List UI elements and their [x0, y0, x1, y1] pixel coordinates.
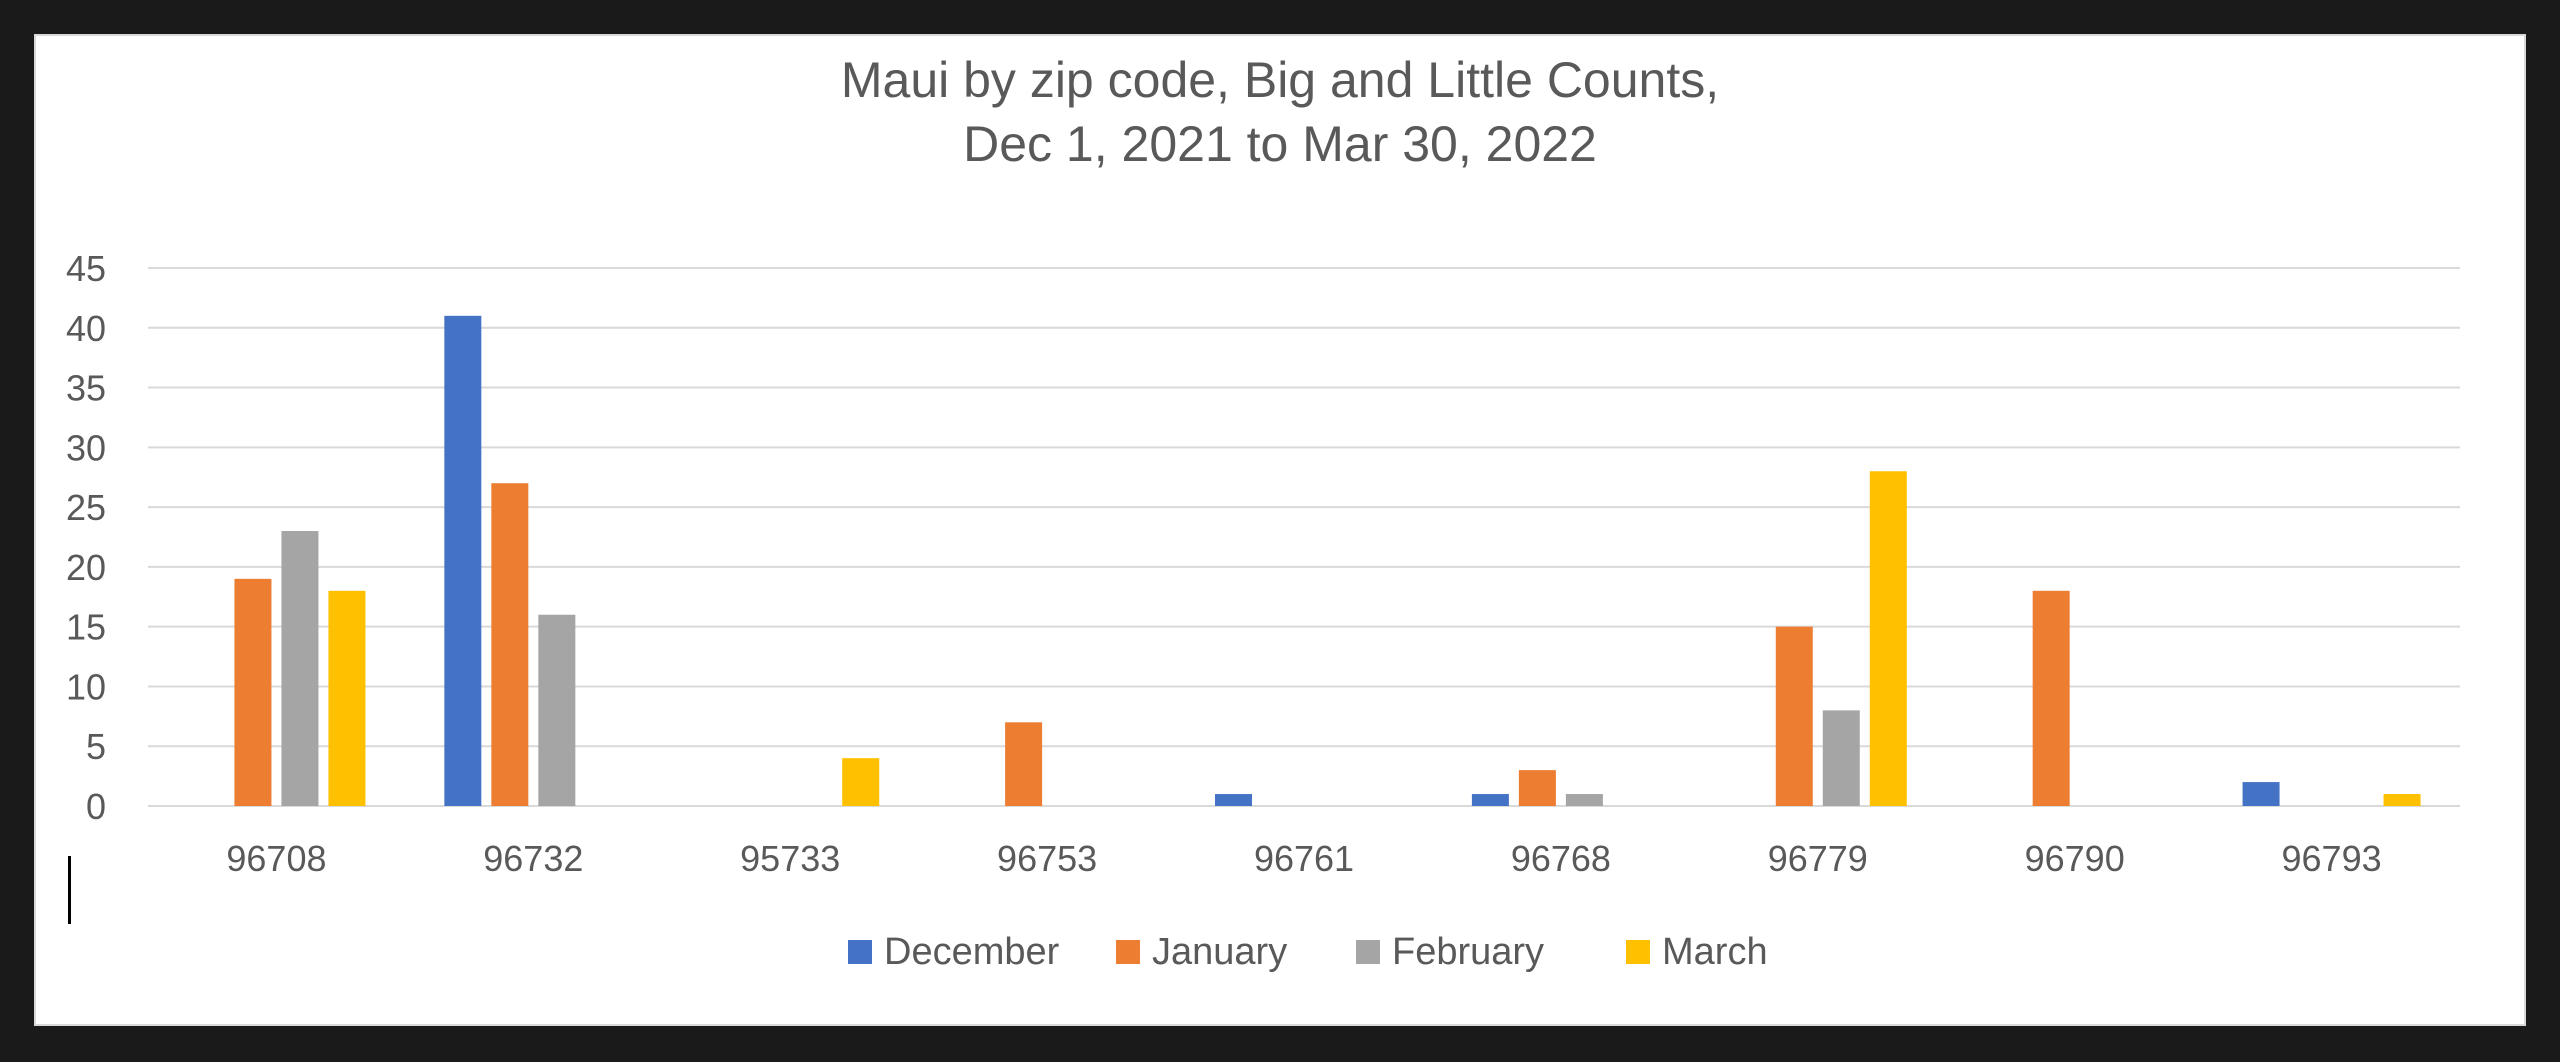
y-tick-label: 45	[66, 248, 106, 289]
bar-january-96779	[1775, 626, 1813, 806]
bar-february-96768	[1565, 794, 1603, 806]
legend-label-march: March	[1662, 931, 1768, 973]
bar-december-96732	[444, 315, 482, 806]
bar-january-96753	[1005, 722, 1043, 806]
bar-december-96793	[2242, 782, 2280, 806]
bar-february-96732	[538, 614, 576, 806]
legend-label-january: January	[1152, 931, 1287, 973]
bar-december-96768	[1471, 794, 1509, 806]
bar-chart: Maui by zip code, Big and Little Counts,…	[66, 52, 2460, 973]
y-tick-label: 5	[86, 726, 106, 767]
legend-label-december: December	[884, 931, 1060, 973]
x-tick-label: 96779	[1768, 838, 1868, 879]
chart-title-line2: Dec 1, 2021 to Mar 30, 2022	[963, 116, 1597, 172]
bar-january-96732	[491, 483, 529, 806]
bar-february-96708	[281, 531, 319, 806]
bar-march-96793	[2383, 794, 2421, 806]
y-tick-label: 20	[66, 547, 106, 588]
legend-swatch-march	[1626, 940, 1650, 964]
x-tick-label: 95733	[740, 838, 840, 879]
x-axis-ticks: 96708 96732 95733 96753 96761 96768 96779 96790…	[226, 838, 2381, 879]
bar-january-96790	[2032, 590, 2070, 806]
y-tick-label: 25	[66, 487, 106, 528]
x-tick-label: 96753	[997, 838, 1097, 879]
bar-december-96761	[1215, 794, 1252, 806]
x-tick-label: 96793	[2282, 838, 2382, 879]
legend: December January February March	[848, 931, 1768, 973]
bar-march-96708	[328, 590, 366, 806]
y-tick-label: 40	[66, 308, 106, 349]
bars	[234, 315, 2421, 806]
bar-march-96779	[1869, 471, 1907, 806]
bar-march-95733	[842, 758, 880, 806]
y-tick-label: 30	[66, 427, 106, 468]
x-tick-label: 96732	[483, 838, 583, 879]
x-tick-label: 96761	[1254, 838, 1354, 879]
bar-january-96708	[234, 578, 272, 806]
legend-swatch-december	[848, 940, 872, 964]
text-cursor	[68, 856, 71, 924]
x-tick-label: 96790	[2025, 838, 2125, 879]
chart-title-line1: Maui by zip code, Big and Little Counts,	[841, 52, 1719, 108]
gridlines	[148, 267, 2460, 807]
chart-frame: Maui by zip code, Big and Little Counts,…	[34, 34, 2526, 1026]
x-tick-label: 96768	[1511, 838, 1611, 879]
y-tick-label: 0	[86, 786, 106, 827]
x-tick-label: 96708	[226, 838, 326, 879]
y-tick-label: 35	[66, 368, 106, 409]
bar-january-96768	[1518, 770, 1556, 806]
bar-february-96779	[1822, 710, 1860, 806]
legend-swatch-february	[1356, 940, 1380, 964]
y-tick-label: 15	[66, 607, 106, 648]
legend-label-february: February	[1392, 931, 1544, 973]
legend-swatch-january	[1116, 940, 1140, 964]
y-axis-ticks: 0 5 10 15 20 25 30 35 40 45	[66, 248, 106, 827]
y-tick-label: 10	[66, 666, 106, 707]
